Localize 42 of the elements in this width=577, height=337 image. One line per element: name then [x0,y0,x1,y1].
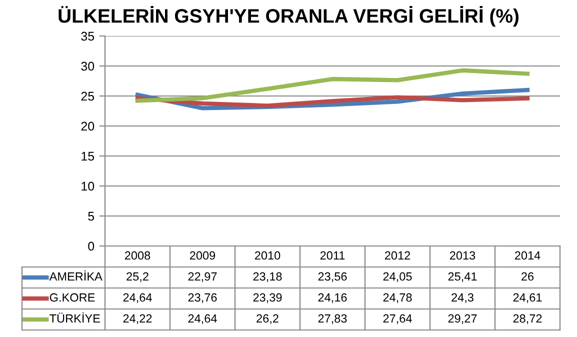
data-label: 29,27 [448,314,477,324]
x-tick-label: 2008 [124,251,150,260]
line-series [135,68,530,103]
data-label: 23,18 [253,272,282,282]
data-label: 28,72 [513,314,542,324]
y-tick-label: 35 [81,32,94,41]
x-tick-label: 2012 [384,251,410,260]
y-tick-label: 25 [81,92,94,101]
y-tick-label: 20 [81,122,94,131]
data-label: 24,16 [318,293,347,304]
y-tick-label: 0 [88,242,94,251]
data-label: 26 [522,272,534,281]
y-tick-label: 10 [82,182,94,191]
data-label: 25,2 [126,272,148,282]
data-label: 25,41 [448,272,477,282]
y-tick-label: 5 [88,212,94,221]
y-tick-label: 15 [82,152,94,161]
data-label: 24,61 [513,293,542,304]
x-tick-label: 2013 [450,251,476,260]
data-label: 22,97 [188,272,217,282]
chart-title: ÜLKELERİN GSYH'YE ORANLA VERGİ GELİRİ (%) [58,6,519,27]
legend-label: AMERİKA [49,270,102,281]
legend-label: TÜRKİYE [50,312,100,323]
x-tick-label: 2014 [514,251,540,260]
x-tick-label: 2011 [320,251,345,260]
line-series [135,95,530,108]
data-label: 24,64 [188,314,217,324]
data-label: 24,05 [383,272,412,282]
data-label: 27,64 [383,314,412,324]
legend-label: G.KORE [50,293,95,302]
data-label: 23,39 [253,293,282,304]
data-label: 23,56 [318,272,347,282]
data-label: 27,83 [318,314,347,324]
data-label: 24,78 [383,293,412,304]
x-tick-label: 2009 [190,251,216,260]
y-tick-label: 30 [81,62,94,71]
data-label: 24,3 [452,293,474,304]
data-label: 24,22 [123,314,152,324]
data-label: 24,64 [123,293,152,304]
x-tick-label: 2010 [254,251,280,260]
data-label: 26,2 [256,314,278,324]
data-label: 23,76 [188,293,217,304]
